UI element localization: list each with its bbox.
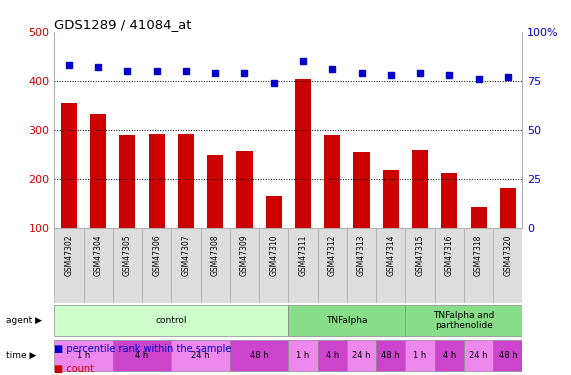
Bar bbox=[405, 340, 435, 371]
Bar bbox=[113, 228, 142, 303]
Text: 4 h: 4 h bbox=[443, 351, 456, 360]
Text: GSM47313: GSM47313 bbox=[357, 234, 366, 276]
Text: GSM47306: GSM47306 bbox=[152, 234, 161, 276]
Text: GSM47314: GSM47314 bbox=[386, 234, 395, 276]
Text: 1 h: 1 h bbox=[296, 351, 309, 360]
Text: 4 h: 4 h bbox=[325, 351, 339, 360]
Bar bbox=[435, 340, 464, 371]
Bar bbox=[171, 340, 230, 371]
Bar bbox=[200, 228, 230, 303]
Bar bbox=[178, 134, 194, 228]
Bar bbox=[412, 150, 428, 228]
Bar bbox=[405, 228, 435, 303]
Text: GDS1289 / 41084_at: GDS1289 / 41084_at bbox=[54, 18, 192, 31]
Bar bbox=[236, 151, 252, 228]
Bar bbox=[207, 154, 223, 228]
Bar bbox=[54, 340, 113, 371]
Text: GSM47312: GSM47312 bbox=[328, 234, 337, 276]
Bar bbox=[113, 340, 171, 371]
Bar bbox=[259, 228, 288, 303]
Bar bbox=[353, 152, 369, 228]
Bar bbox=[230, 228, 259, 303]
Bar bbox=[266, 196, 282, 228]
Bar bbox=[288, 305, 405, 336]
Bar bbox=[54, 305, 288, 336]
Text: GSM47302: GSM47302 bbox=[65, 234, 74, 276]
Bar bbox=[347, 340, 376, 371]
Bar bbox=[119, 135, 135, 228]
Text: GSM47304: GSM47304 bbox=[94, 234, 103, 276]
Text: GSM47318: GSM47318 bbox=[474, 234, 483, 276]
Bar bbox=[61, 103, 77, 228]
Bar bbox=[464, 340, 493, 371]
Bar bbox=[441, 173, 457, 228]
Text: agent ▶: agent ▶ bbox=[6, 316, 42, 325]
Bar bbox=[347, 228, 376, 303]
Text: TNFalpha: TNFalpha bbox=[326, 316, 368, 325]
Bar bbox=[54, 228, 83, 303]
Bar bbox=[288, 228, 317, 303]
Text: 48 h: 48 h bbox=[498, 351, 517, 360]
Bar bbox=[493, 340, 522, 371]
Bar bbox=[500, 188, 516, 228]
Text: GSM47309: GSM47309 bbox=[240, 234, 249, 276]
Bar bbox=[317, 228, 347, 303]
Bar bbox=[288, 340, 317, 371]
Bar bbox=[90, 114, 106, 228]
Text: 24 h: 24 h bbox=[352, 351, 371, 360]
Bar bbox=[493, 228, 522, 303]
Text: 48 h: 48 h bbox=[250, 351, 268, 360]
Bar bbox=[83, 228, 112, 303]
Text: ■ percentile rank within the sample: ■ percentile rank within the sample bbox=[54, 344, 232, 354]
Text: GSM47316: GSM47316 bbox=[445, 234, 454, 276]
Text: control: control bbox=[155, 316, 187, 325]
Text: GSM47307: GSM47307 bbox=[182, 234, 191, 276]
Bar bbox=[317, 340, 347, 371]
Text: GSM47315: GSM47315 bbox=[416, 234, 425, 276]
Bar bbox=[376, 340, 405, 371]
Bar bbox=[405, 305, 522, 336]
Bar bbox=[464, 228, 493, 303]
Text: 1 h: 1 h bbox=[413, 351, 427, 360]
Bar bbox=[376, 228, 405, 303]
Text: 4 h: 4 h bbox=[135, 351, 148, 360]
Text: GSM47310: GSM47310 bbox=[269, 234, 278, 276]
Bar bbox=[171, 228, 200, 303]
Bar bbox=[471, 207, 486, 228]
Text: 1 h: 1 h bbox=[77, 351, 90, 360]
Text: TNFalpha and
parthenolide: TNFalpha and parthenolide bbox=[433, 311, 494, 330]
Bar bbox=[383, 170, 399, 228]
Bar bbox=[324, 135, 340, 228]
Text: 24 h: 24 h bbox=[469, 351, 488, 360]
Bar bbox=[230, 340, 288, 371]
Text: ■ count: ■ count bbox=[54, 364, 94, 374]
Text: GSM47308: GSM47308 bbox=[211, 234, 220, 276]
Bar bbox=[142, 228, 171, 303]
Bar bbox=[148, 134, 164, 228]
Text: GSM47311: GSM47311 bbox=[299, 234, 308, 276]
Bar bbox=[435, 228, 464, 303]
Text: GSM47320: GSM47320 bbox=[503, 234, 512, 276]
Bar bbox=[295, 80, 311, 228]
Text: 48 h: 48 h bbox=[381, 351, 400, 360]
Text: 24 h: 24 h bbox=[191, 351, 210, 360]
Text: time ▶: time ▶ bbox=[6, 351, 36, 360]
Text: GSM47305: GSM47305 bbox=[123, 234, 132, 276]
